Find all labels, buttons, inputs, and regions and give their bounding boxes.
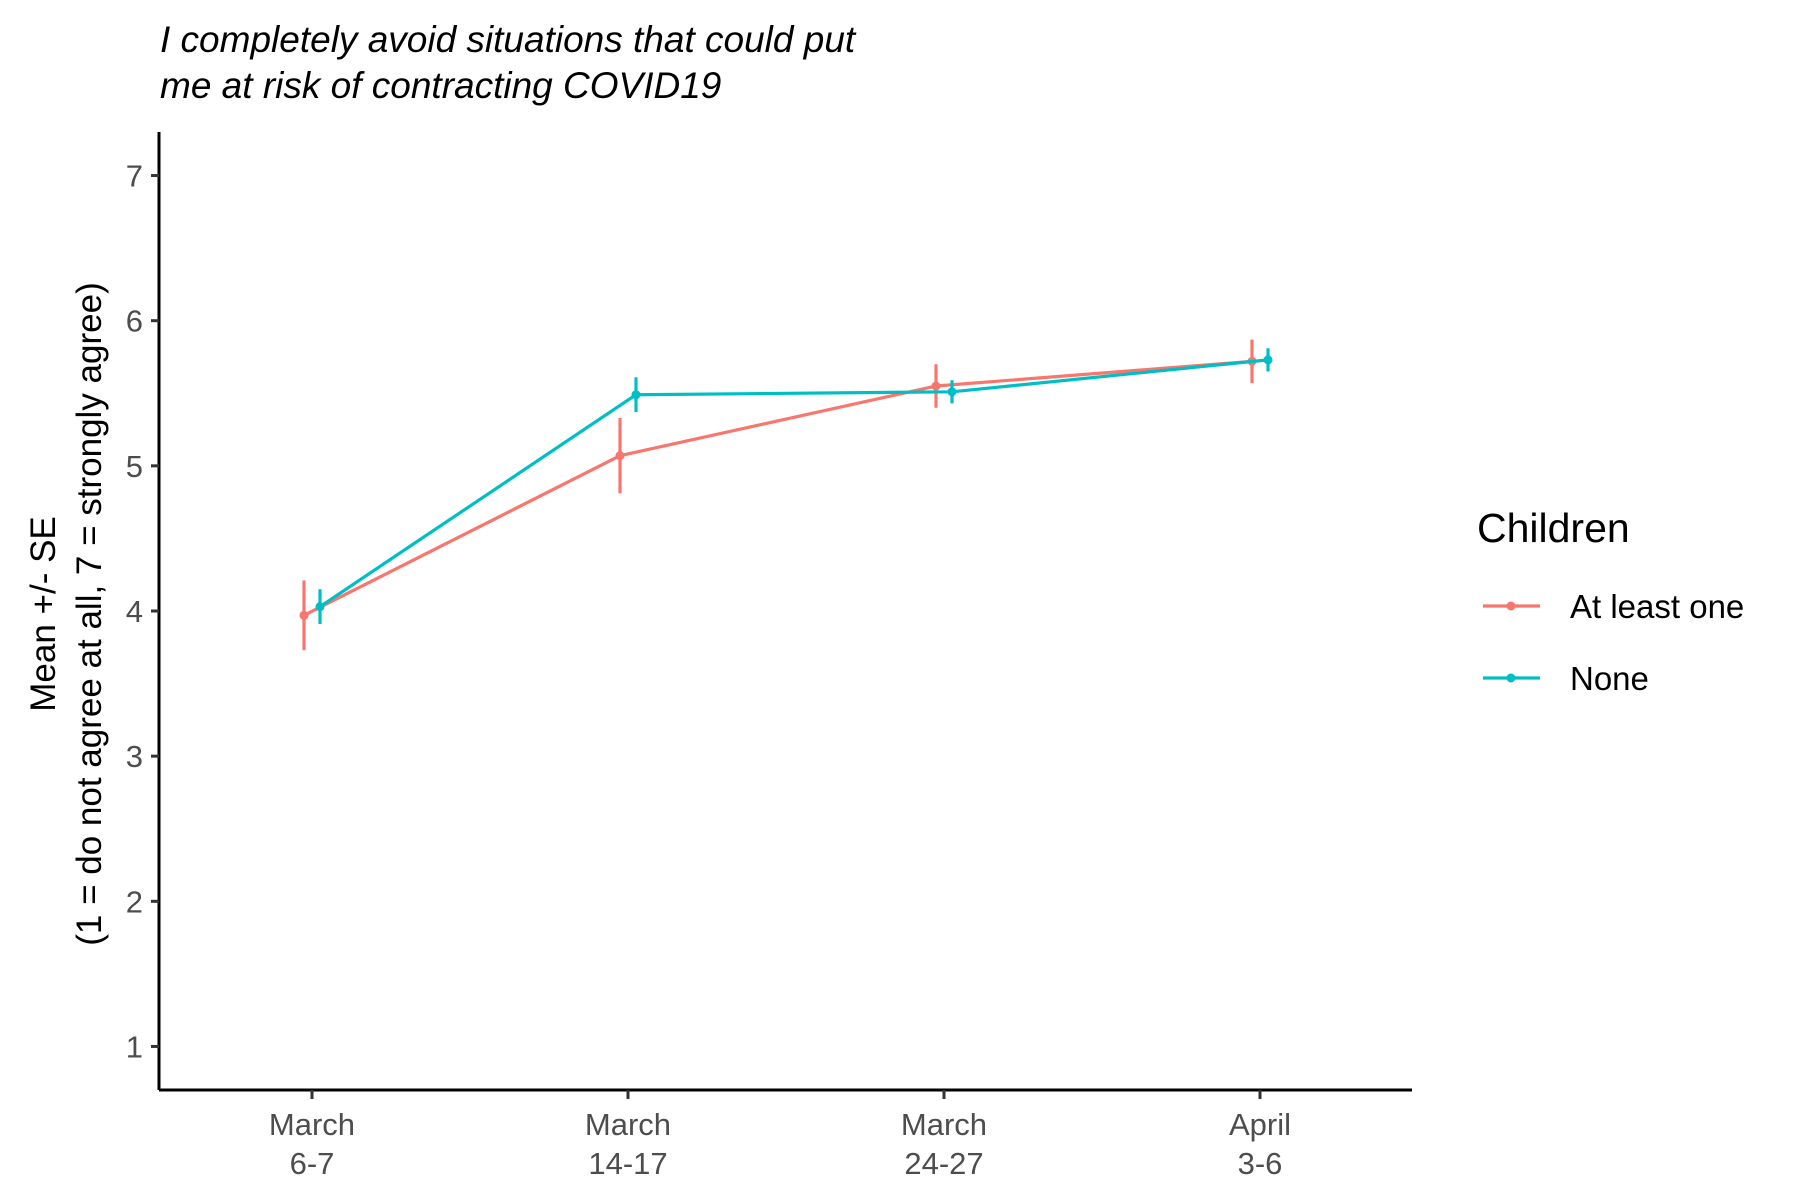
- y-tick-label: 2: [126, 884, 143, 919]
- data-point: [315, 602, 325, 612]
- series-at-least-one: [299, 339, 1257, 651]
- data-point: [631, 390, 641, 400]
- x-tick-label-line-2: 3-6: [1238, 1146, 1283, 1181]
- x-tick-label-line-1: March: [585, 1107, 671, 1142]
- y-axis-title-line-2: (1 = do not agree at all, 7 = strongly a…: [70, 282, 109, 945]
- x-tick-label-line-1: March: [901, 1107, 987, 1142]
- series-none: [315, 348, 1273, 625]
- legend-key-point: [1506, 673, 1516, 683]
- y-tick-label: 1: [126, 1029, 143, 1064]
- y-axis-title: Mean +/- SE (1 = do not agree at all, 7 …: [24, 282, 109, 945]
- legend-title: Children: [1477, 505, 1630, 551]
- chart-title-line-2: me at risk of contracting COVID19: [160, 65, 721, 106]
- plot-area: [299, 339, 1273, 651]
- legend-items: At least one None: [1483, 588, 1744, 697]
- data-point: [931, 381, 941, 391]
- y-axis-title-line-1: Mean +/- SE: [24, 516, 63, 712]
- data-point: [299, 610, 309, 620]
- data-point: [947, 387, 957, 397]
- series-line: [319, 358, 1269, 608]
- data-point: [1263, 355, 1273, 365]
- legend-item: None: [1483, 660, 1649, 697]
- x-tick-label-line-2: 14-17: [588, 1146, 667, 1181]
- y-tick-label: 5: [126, 449, 143, 484]
- y-tick-label: 6: [126, 304, 143, 339]
- legend-label: None: [1570, 660, 1649, 697]
- data-point: [615, 451, 625, 461]
- chart-title: I completely avoid situations that could…: [160, 19, 857, 106]
- chart-title-line-1: I completely avoid situations that could…: [160, 19, 857, 60]
- x-tick-label-line-1: March: [269, 1107, 355, 1142]
- y-tick-label: 4: [126, 594, 143, 629]
- x-tick-label-line-1: April: [1229, 1107, 1291, 1142]
- legend-item: At least one: [1483, 588, 1744, 625]
- y-axis-ticks: 1 2 3 4 5 6 7: [126, 159, 159, 1064]
- y-tick-label: 7: [126, 159, 143, 194]
- legend-label: At least one: [1570, 588, 1744, 625]
- legend-key-point: [1506, 601, 1516, 611]
- legend: Children At least one None: [1477, 505, 1744, 697]
- series-line: [303, 359, 1253, 617]
- x-tick-label-line-2: 24-27: [904, 1146, 983, 1181]
- y-tick-label: 3: [126, 739, 143, 774]
- x-tick-label-line-2: 6-7: [290, 1146, 335, 1181]
- x-axis-ticks: March 6-7 March 14-17 March 24-27 April 3-6: [269, 1090, 1291, 1181]
